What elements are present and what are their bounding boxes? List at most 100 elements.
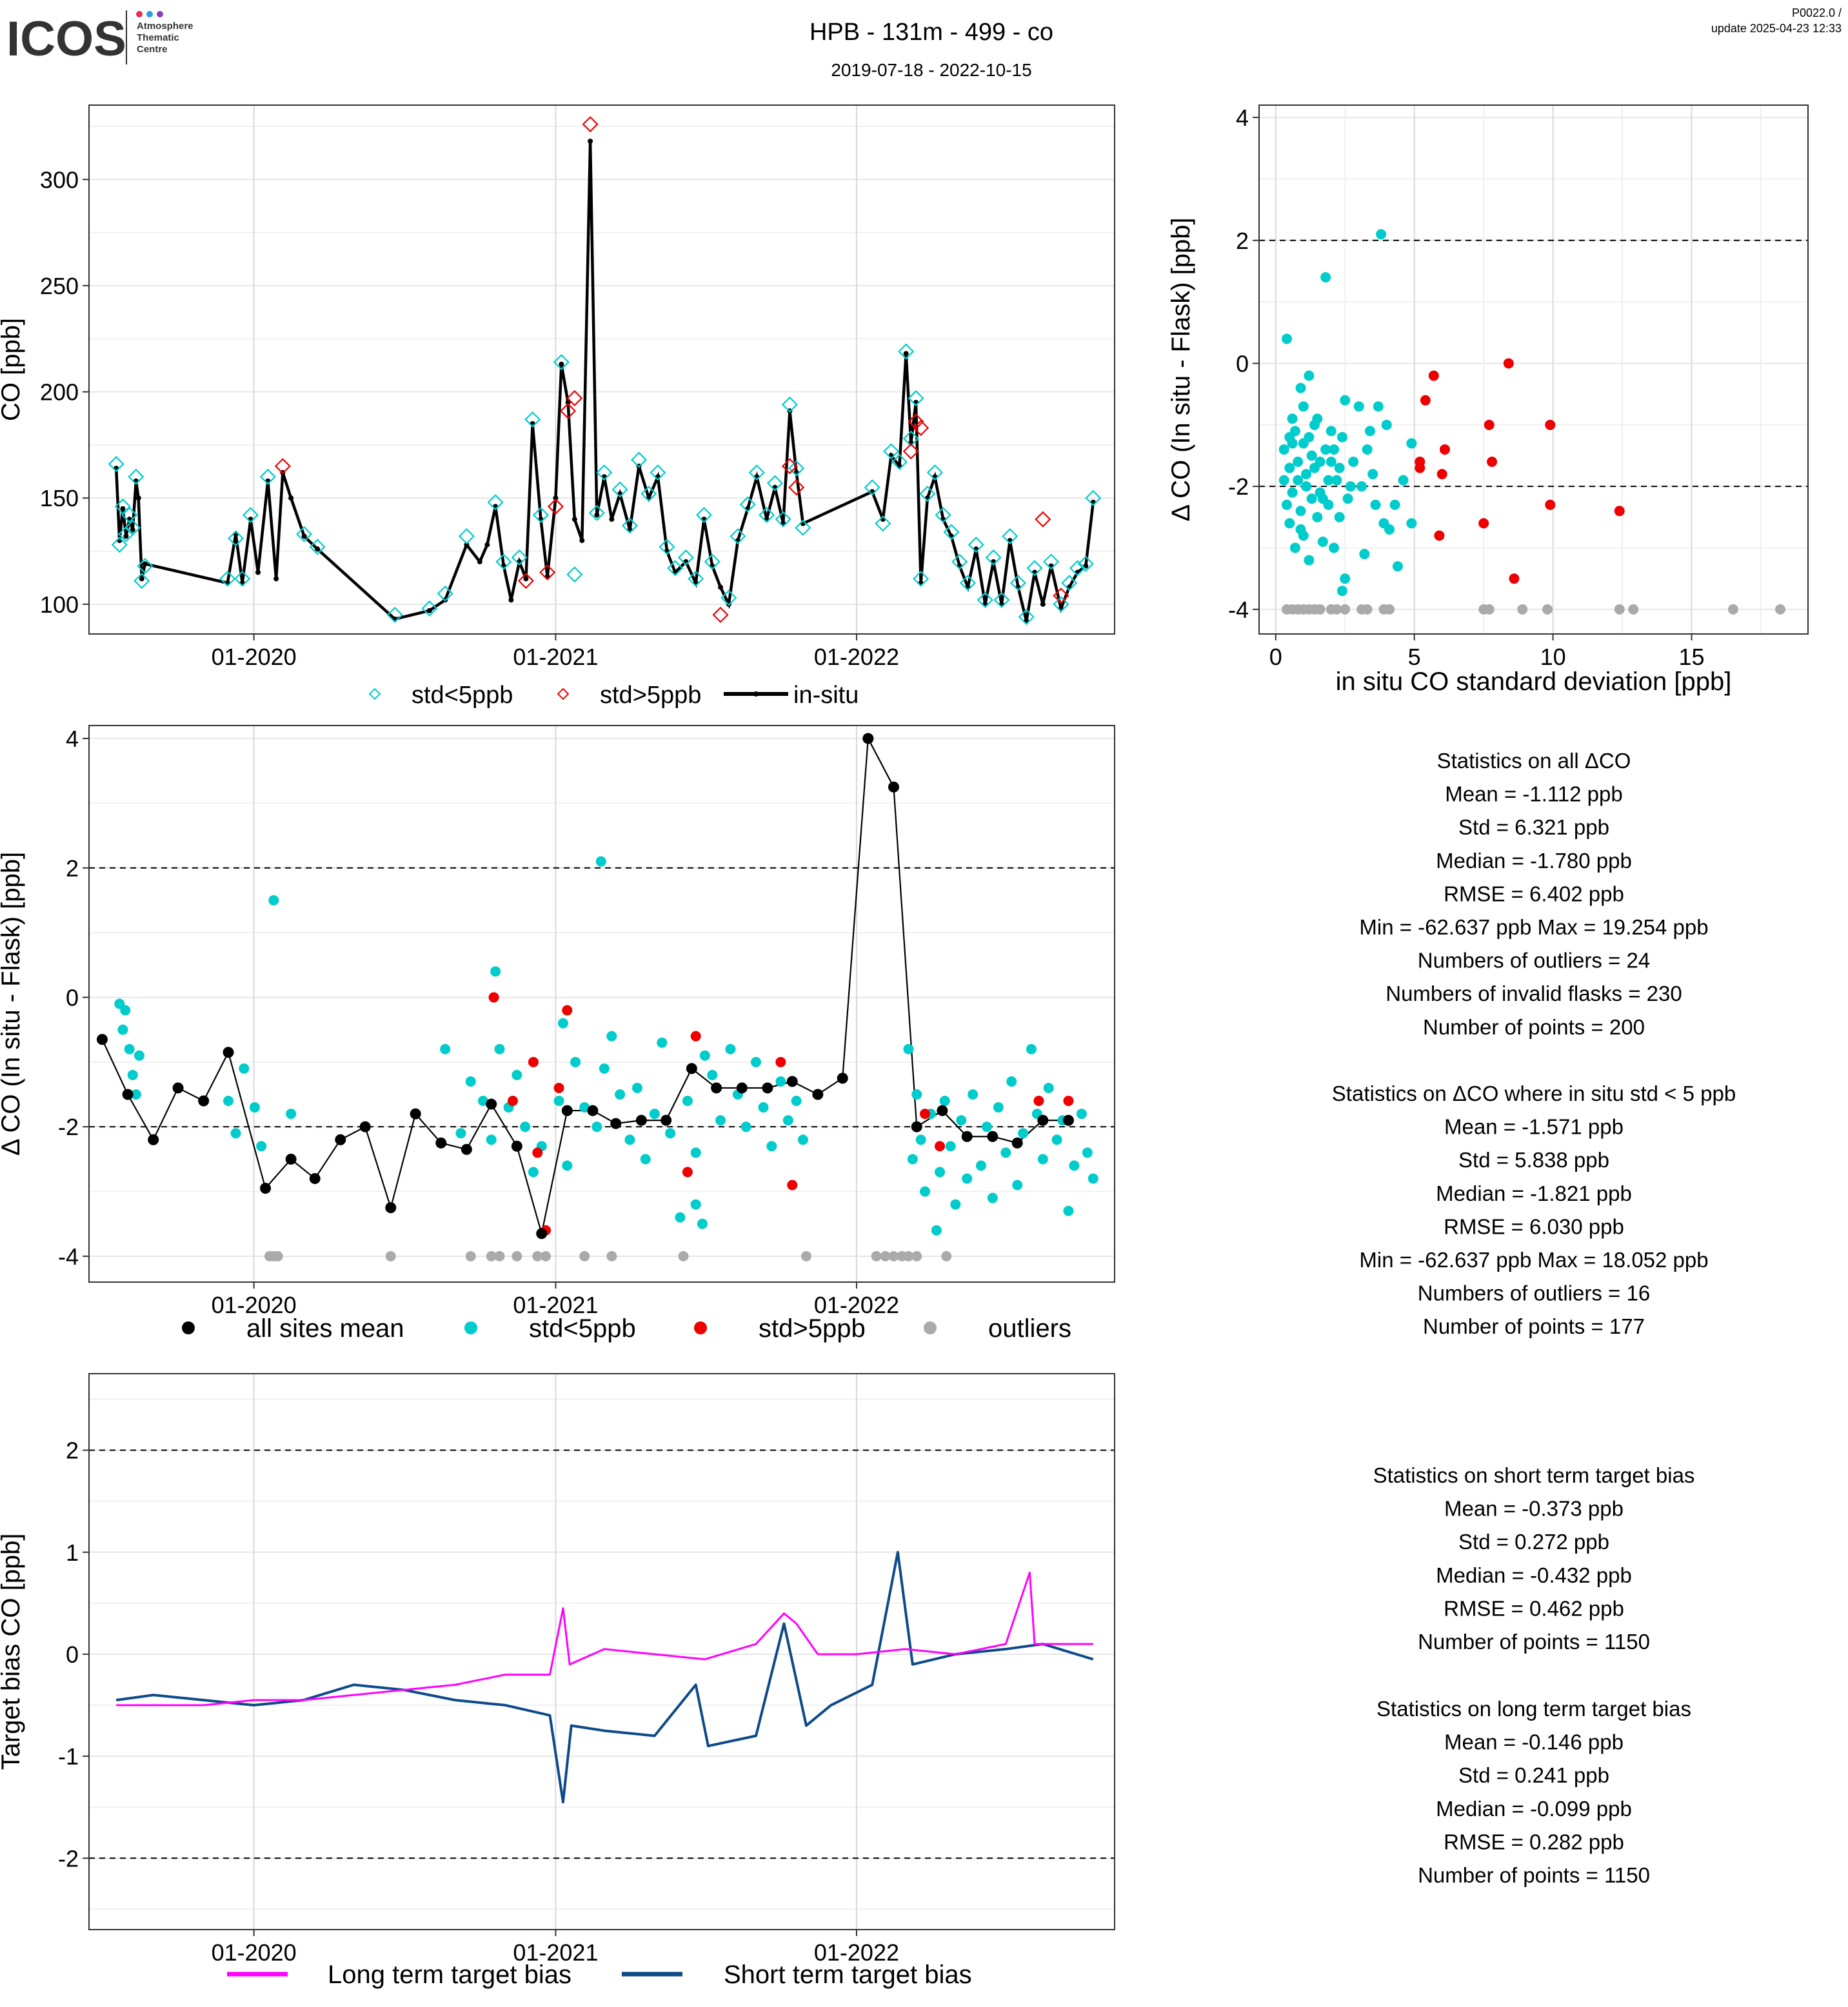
stats-block-title: Statistics on long term target bias	[1376, 1697, 1691, 1721]
std-lt-5-diamond	[524, 411, 541, 428]
std-lt-5-point	[675, 1212, 686, 1223]
site-mean-point	[1037, 1114, 1049, 1126]
std-lt-5-point	[1293, 457, 1304, 468]
std-gt-5-point	[528, 1056, 539, 1067]
std-lt-5-point	[557, 1018, 568, 1029]
in-situ-point	[571, 517, 577, 522]
std-gt-5-diamond	[566, 390, 583, 407]
std-lt-5-point	[920, 1186, 931, 1197]
std-lt-5-point	[124, 1043, 135, 1054]
std-lt-5-point	[562, 1160, 573, 1171]
std-lt-5-point	[931, 1225, 942, 1236]
std-lt-5-point	[1320, 444, 1331, 455]
std-lt-5-point	[751, 1056, 762, 1067]
std-lt-5-point	[490, 966, 501, 977]
std-lt-5-point	[911, 1089, 922, 1100]
std-gt-5-diamond	[908, 413, 924, 430]
std-lt-5-point	[455, 1128, 466, 1139]
outlier-point	[465, 1251, 476, 1261]
plot-frame	[1258, 104, 1809, 635]
outlier-point	[880, 1251, 891, 1261]
site-mean-point	[385, 1202, 397, 1214]
statistics-panel: Statistics on all ΔCO Mean = -1.112 ppb St…	[1332, 749, 1736, 1887]
stats-line: Std = 5.838 ppb	[1458, 1148, 1609, 1172]
std-lt-5-point	[945, 1141, 956, 1152]
std-lt-5-point	[440, 1043, 451, 1054]
std-lt-5-point	[1043, 1082, 1054, 1093]
std-lt-5-point	[1287, 438, 1298, 449]
outlier-point	[385, 1251, 396, 1261]
in-situ-point	[579, 538, 585, 544]
std-lt-5-diamond	[926, 464, 943, 481]
std-lt-5-point	[1329, 542, 1340, 553]
std-lt-5-diamond	[296, 526, 313, 542]
site-mean-point	[486, 1098, 497, 1110]
site-mean-point	[961, 1131, 973, 1142]
long-term-bias-line	[116, 1571, 1093, 1706]
x-tick-label: 01-2020	[212, 1292, 297, 1318]
std-lt-5-point	[1329, 444, 1340, 455]
stats-line: Mean = -1.571 ppb	[1444, 1115, 1624, 1139]
y-tick-label: 0	[66, 984, 79, 1011]
in-situ-point	[273, 576, 279, 582]
outlier-point	[532, 1251, 543, 1261]
std-lt-5-point	[797, 1134, 808, 1145]
std-lt-5-diamond	[621, 517, 639, 534]
stats-line: Number of points = 1150	[1418, 1630, 1650, 1654]
std-lt-5-diamond	[1085, 489, 1102, 506]
std-lt-5-point	[766, 1141, 777, 1152]
std-gt-5-point	[1434, 530, 1445, 541]
outlier-point	[272, 1251, 283, 1261]
stats-block-title: Statistics on all ΔCO	[1437, 749, 1631, 773]
std-gt-5-diamond	[902, 443, 919, 460]
in-situ-point	[142, 561, 148, 567]
std-lt-5-diamond	[985, 549, 1002, 566]
in-situ-point	[120, 506, 126, 511]
y-tick-label: 100	[40, 591, 79, 618]
y-tick-label: -4	[58, 1243, 79, 1270]
std-lt-5-point	[286, 1109, 297, 1120]
y-tick-label: 2	[1236, 228, 1249, 254]
outlier-point	[871, 1251, 882, 1261]
std-lt-5-point	[657, 1037, 668, 1048]
std-lt-5-diamond	[864, 479, 880, 496]
chart-delta-timeseries: -4 -2 0 2 4 01-2020 01-2021 01-2022 Δ CO (In sit…	[0, 725, 1115, 1343]
in-situ-point	[130, 527, 135, 533]
outlier-point	[486, 1251, 497, 1261]
std-lt-5-point	[1384, 524, 1395, 535]
stats-line: RMSE = 6.030 ppb	[1444, 1214, 1624, 1238]
legend-key-dot	[182, 1321, 195, 1334]
y-axis-label: CO [ppb]	[0, 318, 25, 421]
std-lt-5-diamond	[781, 396, 798, 413]
std-lt-5-point	[699, 1050, 710, 1061]
site-mean-point	[148, 1134, 159, 1145]
std-lt-5-diamond	[898, 343, 915, 360]
std-lt-5-point	[791, 1096, 802, 1107]
site-mean-point	[536, 1228, 548, 1240]
stats-line: RMSE = 0.462 ppb	[1444, 1596, 1624, 1620]
std-gt-5-point	[562, 1005, 573, 1016]
logo-line: Thematic	[137, 32, 179, 43]
std-gt-5-point	[553, 1082, 564, 1093]
std-lt-5-point	[520, 1122, 531, 1132]
std-lt-5-point	[1289, 542, 1300, 553]
std-lt-5-point	[595, 856, 606, 867]
std-lt-5-diamond	[1002, 528, 1018, 545]
std-lt-5-point	[1367, 469, 1378, 480]
std-lt-5-diamond	[386, 606, 403, 623]
std-lt-5-point	[690, 1147, 701, 1158]
legend-label: outliers	[988, 1314, 1071, 1343]
std-lt-5-point	[1373, 401, 1384, 412]
std-gt-5-point	[1439, 444, 1450, 455]
site-mean-point	[511, 1140, 522, 1152]
y-tick-label: 2	[66, 855, 79, 882]
site-mean-point	[410, 1108, 421, 1120]
std-gt-5-point	[1484, 419, 1495, 430]
std-lt-5-point	[553, 1096, 564, 1107]
site-mean-point	[461, 1143, 472, 1155]
std-gt-5-point	[532, 1147, 543, 1158]
std-lt-5-diamond	[437, 585, 453, 602]
std-lt-5-diamond	[128, 468, 144, 485]
std-lt-5-point	[950, 1199, 961, 1210]
std-lt-5-diamond	[532, 507, 549, 524]
